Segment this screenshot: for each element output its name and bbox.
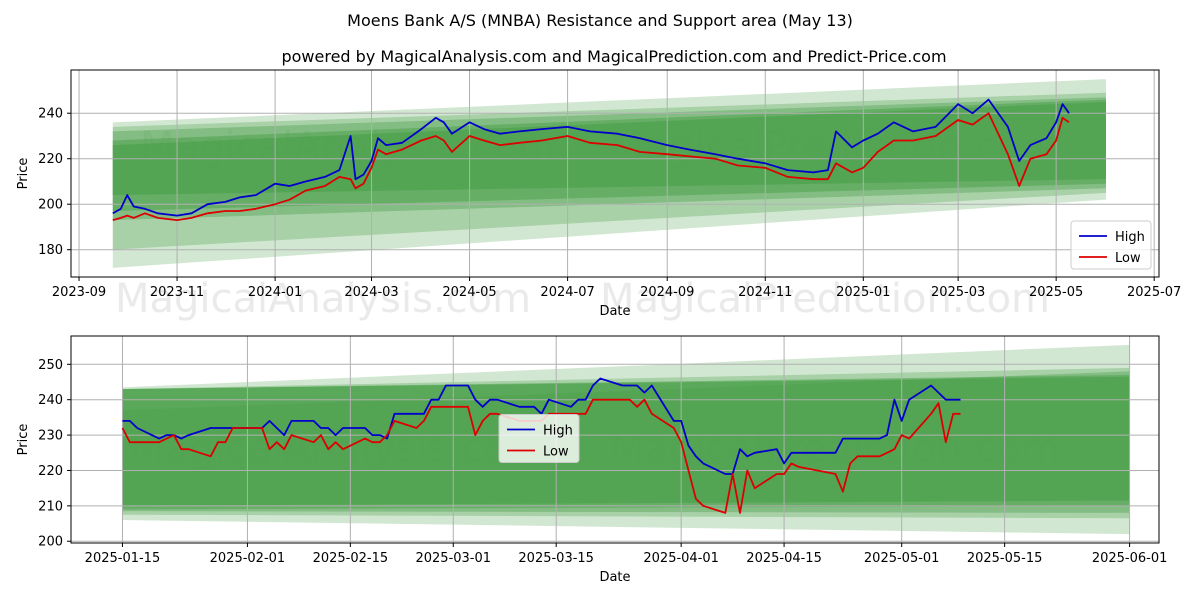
top-panel: 2023-09 2023-11 2024-01 2024-03 2024-05 2024-… xyxy=(16,69,1181,319)
x-tick-label: 2025-03-15 xyxy=(518,551,594,566)
y-tick-label: 180 xyxy=(38,243,63,258)
bottom-panel: 2025-01-15 2025-02-01 2025-02-15 2025-03-01… xyxy=(16,335,1168,585)
watermark-text: MagicalPrediction.com xyxy=(600,276,1050,322)
y-axis-label: Price xyxy=(16,424,31,456)
chart-subtitle: powered by MagicalAnalysis.com and Magic… xyxy=(281,47,946,66)
x-axis-label: Date xyxy=(599,570,630,585)
x-tick-label: 2024-11 xyxy=(738,285,792,300)
legend-label-low: Low xyxy=(543,445,569,460)
y-tick-label: 220 xyxy=(38,464,63,479)
y-tick-label: 240 xyxy=(38,393,63,408)
legend: High Low xyxy=(1070,220,1152,270)
chart-title: Moens Bank A/S (MNBA) Resistance and Sup… xyxy=(347,11,853,30)
x-tick-label: 2024-09 xyxy=(640,285,694,300)
x-tick-label: 2025-01 xyxy=(836,285,890,300)
series-line-high xyxy=(112,98,1070,217)
y-tick-label: 200 xyxy=(38,198,63,213)
support-resistance-band xyxy=(122,376,1130,506)
legend-label-low: Low xyxy=(1115,251,1141,266)
plot-frame xyxy=(70,335,1160,544)
x-tick-label: 2025-02-15 xyxy=(313,551,389,566)
y-tick-label: 230 xyxy=(38,429,63,444)
x-tick-label: 2025-03 xyxy=(931,285,985,300)
x-tick-label: 2025-04-15 xyxy=(746,551,822,566)
x-tick-label: 2024-05 xyxy=(442,285,496,300)
x-tick-label: 2023-11 xyxy=(150,285,204,300)
x-tick-label: 2024-03 xyxy=(344,285,398,300)
x-tick-label: 2025-05-01 xyxy=(864,551,940,566)
y-axis-label: Price xyxy=(16,158,31,190)
y-tick-label: 210 xyxy=(38,499,63,514)
x-tick-label: 2025-01-15 xyxy=(85,551,161,566)
x-tick-label: 2024-01 xyxy=(248,285,302,300)
y-tick-label: 220 xyxy=(38,152,63,167)
legend-label-high: High xyxy=(1115,230,1145,245)
y-tick-label: 240 xyxy=(38,107,63,122)
series-line-low xyxy=(112,112,1070,222)
x-tick-label: 2025-04-01 xyxy=(643,551,719,566)
legend-label-high: High xyxy=(543,424,573,439)
x-tick-label: 2024-07 xyxy=(540,285,594,300)
x-axis-label: Date xyxy=(599,304,630,319)
x-tick-label: 2023-09 xyxy=(52,285,106,300)
x-tick-label: 2025-03-01 xyxy=(415,551,491,566)
y-tick-label: 250 xyxy=(38,358,63,373)
x-tick-label: 2025-05 xyxy=(1029,285,1083,300)
watermark-text: MagicalAnalysis.com xyxy=(115,276,531,322)
x-tick-label: 2025-05-15 xyxy=(967,551,1043,566)
series-line-high xyxy=(122,377,961,475)
plot-frame xyxy=(70,69,1160,278)
y-tick-label: 200 xyxy=(38,535,63,550)
legend: High Low xyxy=(498,414,580,463)
x-tick-label: 2025-07 xyxy=(1127,285,1181,300)
x-tick-label: 2025-02-01 xyxy=(210,551,286,566)
support-resistance-band xyxy=(112,101,1106,196)
x-tick-label: 2025-06-01 xyxy=(1092,551,1168,566)
